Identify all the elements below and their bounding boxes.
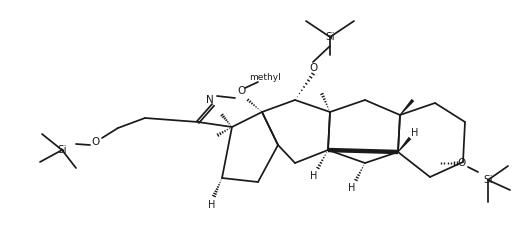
Text: Si: Si: [483, 175, 493, 185]
Text: methyl: methyl: [249, 73, 281, 82]
Text: Si: Si: [325, 32, 335, 42]
Text: H: H: [310, 171, 318, 181]
Text: N: N: [206, 95, 214, 105]
Text: O: O: [237, 86, 245, 96]
Text: H: H: [208, 200, 215, 210]
Text: Si: Si: [57, 145, 67, 155]
Text: O: O: [309, 63, 317, 73]
Text: O: O: [458, 158, 466, 168]
Polygon shape: [400, 99, 415, 115]
Text: O: O: [91, 137, 99, 147]
Text: H: H: [348, 183, 356, 193]
Text: H: H: [411, 128, 419, 138]
Polygon shape: [398, 137, 411, 152]
